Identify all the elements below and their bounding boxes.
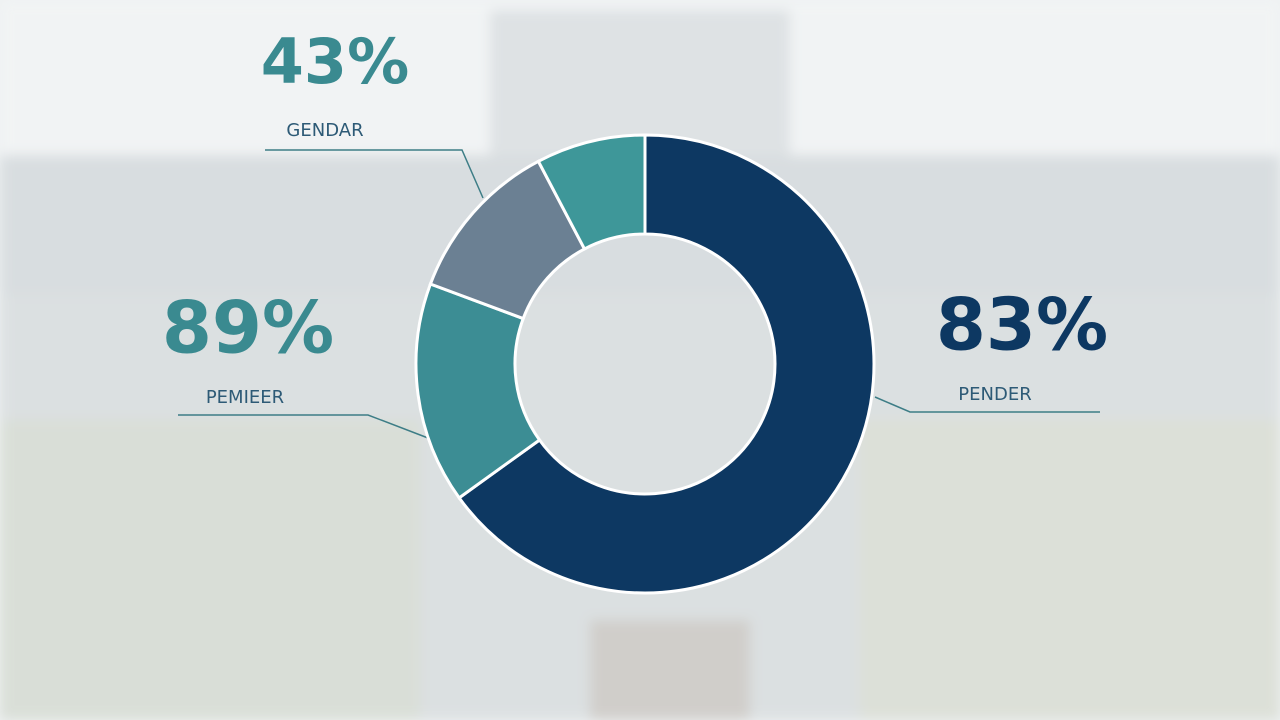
annotation-caption: PENDER bbox=[958, 384, 1031, 405]
annotation-caption: GENDAR bbox=[286, 120, 363, 141]
annotation-value: 83% bbox=[936, 283, 1108, 367]
annotation-value: 89% bbox=[162, 286, 334, 370]
annotation-value: 43% bbox=[261, 25, 409, 98]
donut-slice bbox=[457, 133, 876, 595]
donut bbox=[414, 133, 876, 595]
annotation-caption: PEMIEER bbox=[206, 387, 284, 408]
leader-lines bbox=[178, 149, 1100, 439]
donut-slice bbox=[536, 133, 647, 251]
